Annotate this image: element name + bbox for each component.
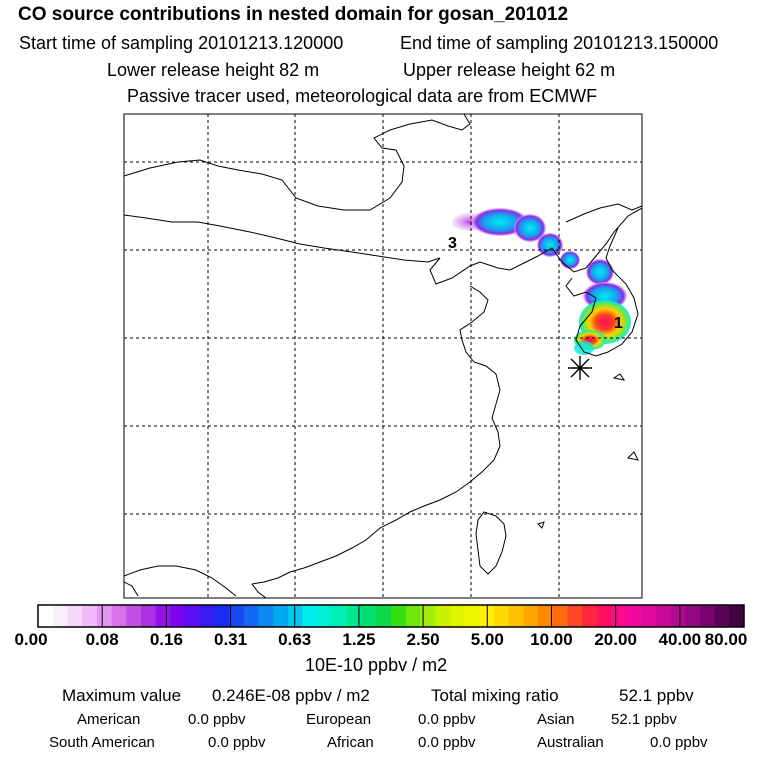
color-scale-cell	[376, 605, 392, 627]
color-scale-cell	[317, 605, 333, 627]
color-scale-frame	[37, 604, 745, 628]
receptor-star-icon	[568, 356, 592, 380]
concentration-plume	[452, 208, 631, 355]
color-scale-cell	[214, 605, 230, 627]
color-scale-cell	[273, 605, 289, 627]
color-scale-cell	[538, 605, 554, 627]
color-scale-cell	[96, 605, 112, 627]
color-scale-cell	[332, 605, 348, 627]
color-scale-cell	[140, 605, 157, 627]
color-scale-cell	[508, 605, 524, 627]
color-scale-cell	[685, 605, 701, 627]
color-scale-cell	[229, 605, 245, 627]
color-scale-cell	[302, 605, 318, 627]
color-scale-cell	[405, 605, 421, 627]
region-name: European	[306, 711, 372, 728]
color-scale-cell	[670, 605, 686, 627]
region-name: American	[77, 711, 141, 728]
region-value: 0.0 ppbv	[188, 711, 246, 728]
color-scale-cell	[346, 605, 362, 627]
lat-lon-grid	[124, 114, 642, 598]
color-scale-cell	[52, 605, 68, 627]
color-scale-tick-label: 0.31	[213, 630, 248, 649]
color-scale-cell	[82, 605, 98, 627]
color-scale-cell	[288, 605, 304, 627]
color-scale-tick-label: 20.00	[594, 630, 637, 649]
color-scale-tick-label: 5.00	[470, 630, 504, 649]
region-value: 0.0 ppbv	[650, 734, 708, 751]
coastlines	[124, 114, 642, 598]
region-name: Asian	[537, 711, 575, 728]
region-value: 0.0 ppbv	[208, 734, 266, 751]
color-scale-cell	[199, 605, 215, 627]
color-scale-tick-label: 2.50	[406, 630, 440, 649]
color-scale-tick-label: 10.00	[530, 630, 573, 649]
color-scale-cell	[464, 605, 480, 627]
color-scale-cell	[67, 605, 83, 627]
color-scale-tick-label: 40.00	[658, 630, 702, 649]
color-scale-cell	[185, 605, 201, 627]
total-mixing-value: 52.1 ppbv	[619, 686, 694, 705]
sampling-end-time: End time of sampling 20101213.150000	[400, 33, 719, 53]
color-scale-tick-label: 1.25	[342, 630, 376, 649]
color-scale-cell	[420, 605, 436, 627]
region-name: Australian	[537, 734, 604, 751]
lower-release-height: Lower release height 82 m	[107, 60, 320, 80]
color-scale-cell	[582, 605, 598, 627]
color-scale-cell	[361, 605, 377, 627]
region-value: 52.1 ppbv	[611, 711, 677, 728]
max-value: 0.246E-08 ppbv / m2	[212, 686, 370, 705]
color-scale-cell	[596, 605, 613, 627]
region-name: African	[327, 734, 374, 751]
color-scale-cell	[435, 605, 451, 627]
region-value: 0.0 ppbv	[418, 734, 476, 751]
color-scale-cell	[699, 605, 715, 627]
color-scale-cell	[38, 605, 54, 627]
color-scale-cell	[523, 605, 539, 627]
color-scale-cell	[714, 605, 730, 627]
color-scale-tick-label: 0.08	[85, 630, 119, 649]
color-scale-cell	[729, 605, 745, 627]
color-scale-tick-label: 0.00	[14, 630, 48, 649]
scale-units: 10E-10 ppbv / m2	[305, 655, 448, 675]
upper-release-height: Upper release height 62 m	[403, 60, 616, 80]
color-scale-cell	[552, 605, 568, 627]
map-title: CO source contributions in nested domain…	[18, 4, 569, 25]
color-scale-cell	[655, 605, 671, 627]
max-value-label: Maximum value	[62, 686, 182, 705]
color-scale-cell	[155, 605, 171, 627]
region-value: 0.0 ppbv	[418, 711, 476, 728]
color-scale-cell	[111, 605, 127, 627]
sampling-start-time: Start time of sampling 20101213.120000	[19, 33, 344, 53]
color-scale-tick-label: 0.16	[149, 630, 183, 649]
color-scale-tick-label: 80.00	[704, 630, 748, 649]
total-mixing-label: Total mixing ratio	[431, 686, 559, 705]
color-scale-cell	[493, 605, 510, 627]
color-scale-cell	[626, 605, 642, 627]
color-scale-cell	[641, 605, 657, 627]
color-scale-cell	[391, 605, 407, 627]
source-label-3: 3	[448, 235, 457, 252]
region-name: South American	[49, 734, 155, 751]
color-scale-cell	[170, 605, 186, 627]
map-frame	[123, 113, 643, 599]
color-scale-cell	[258, 605, 274, 627]
color-scale-cell	[567, 605, 583, 627]
color-scale-cell	[449, 605, 465, 627]
tracer-note: Passive tracer used, meteorological data…	[127, 86, 598, 106]
color-scale-cell	[126, 605, 142, 627]
color-scale-tick-label: 0.63	[278, 630, 312, 649]
color-scale-cell	[243, 605, 260, 627]
color-scale-cell	[611, 605, 627, 627]
source-label-1: 1	[614, 315, 623, 332]
